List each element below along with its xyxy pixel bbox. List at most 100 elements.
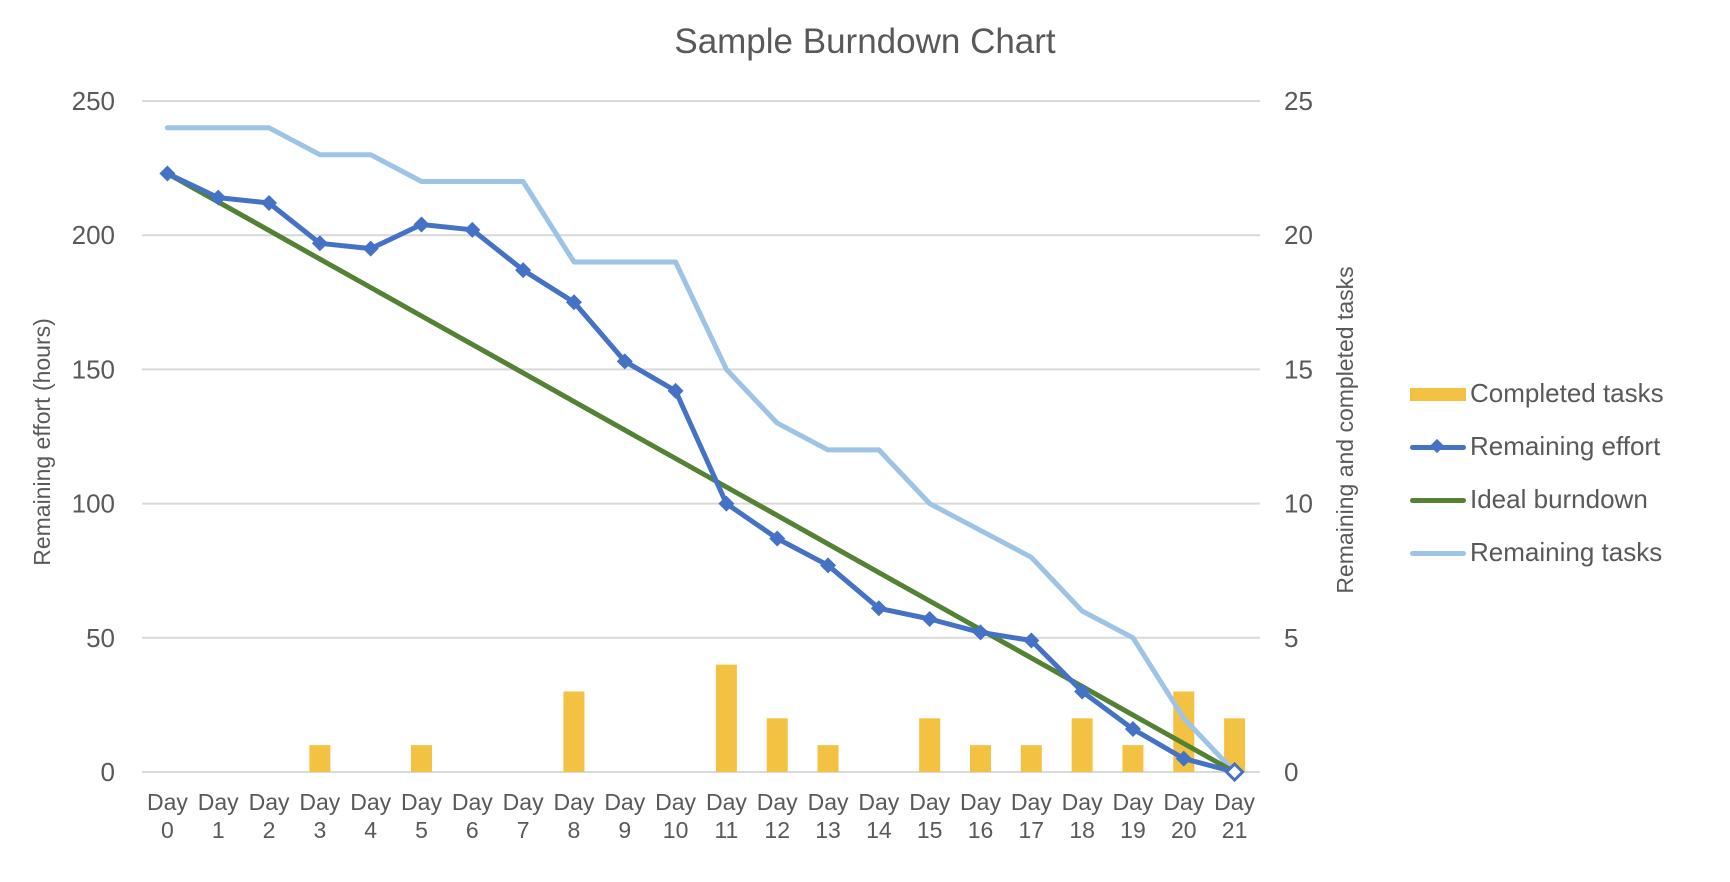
diamond-marker-icon	[1175, 750, 1192, 767]
x-tick-label: 18	[1069, 817, 1095, 843]
x-tick-label: 1	[212, 817, 225, 843]
x-tick-label: Day	[452, 789, 493, 815]
x-tick-label: 6	[466, 817, 479, 843]
diamond-marker-icon	[718, 495, 735, 512]
legend-item-remaining-effort[interactable]: Remaining effort	[1410, 420, 1664, 473]
x-tick-label: Day	[198, 789, 239, 815]
y-right-tick-label: 10	[1284, 489, 1313, 519]
completed-task-bar	[563, 691, 585, 772]
completed-task-bar	[715, 664, 737, 772]
x-tick-label: Day	[249, 789, 290, 815]
x-tick-label: 13	[815, 817, 841, 843]
x-tick-label: Day	[1113, 789, 1154, 815]
legend-label: Remaining effort	[1470, 431, 1661, 461]
x-tick-label: 7	[517, 817, 530, 843]
diamond-marker-icon	[870, 600, 887, 617]
x-tick-label: Day	[1163, 789, 1204, 815]
legend-item-completed-tasks[interactable]: Completed tasks	[1410, 367, 1664, 420]
series-lines	[159, 125, 1245, 783]
y-left-tick-label: 50	[86, 623, 115, 653]
x-tick-label: 10	[663, 817, 689, 843]
x-tick-label: Day	[655, 789, 696, 815]
completed-task-bar	[1224, 718, 1246, 772]
diamond-marker-icon	[616, 353, 633, 370]
line-diamond-swatch-icon	[1410, 430, 1466, 464]
x-tick-label: 3	[313, 817, 326, 843]
diamond-marker-icon	[515, 262, 532, 279]
x-tick-label: Day	[350, 789, 391, 815]
diamond-marker-icon	[1074, 683, 1091, 700]
x-tick-label: Day	[757, 789, 798, 815]
completed-task-bar	[970, 745, 991, 772]
completed-task-bar	[1122, 745, 1144, 772]
completed-task-bar	[411, 745, 432, 772]
line-swatch-icon	[1410, 483, 1466, 517]
x-tick-label: 9	[618, 817, 631, 843]
legend-label: Remaining tasks	[1470, 537, 1663, 567]
diamond-marker-icon	[261, 194, 278, 211]
diamond-marker-icon	[1124, 721, 1141, 738]
legend-label: Ideal burndown	[1470, 484, 1648, 514]
legend-label: Completed tasks	[1470, 378, 1664, 408]
x-tick-label: Day	[858, 789, 899, 815]
x-tick-label: 11	[714, 817, 738, 843]
x-tick-label: 19	[1120, 817, 1146, 843]
completed-task-bar	[766, 718, 788, 772]
x-tick-label: Day	[1214, 789, 1255, 815]
x-tick-label: Day	[604, 789, 645, 815]
x-tick-label: 21	[1222, 817, 1248, 843]
line-swatch-icon	[1410, 536, 1466, 570]
x-tick-label: 17	[1019, 817, 1045, 843]
y-left-tick-label: 200	[72, 220, 115, 250]
x-tick-label: Day	[1011, 789, 1052, 815]
completed-task-bar	[919, 718, 941, 772]
ideal-burndown-line	[164, 171, 1238, 775]
x-tick-label: Day	[808, 789, 849, 815]
y-right-tick-label: 5	[1284, 623, 1298, 653]
completed-tasks-bars	[309, 664, 1246, 772]
diamond-marker-icon	[667, 382, 684, 399]
diamond-marker-icon	[769, 530, 786, 547]
x-tick-label: Day	[960, 789, 1001, 815]
x-tick-label: Day	[554, 789, 595, 815]
x-tick-label: 20	[1171, 817, 1197, 843]
diamond-marker-icon	[362, 240, 379, 257]
x-axis-labels: Day0Day1Day2Day3Day4Day5Day6Day7Day8Day9…	[147, 789, 1256, 843]
bar-swatch-icon	[1410, 377, 1466, 411]
diamond-marker-icon	[1023, 632, 1040, 649]
y-right-tick-label: 15	[1284, 354, 1313, 384]
y-right-tick-label: 25	[1284, 86, 1313, 116]
x-tick-label: Day	[706, 789, 747, 815]
x-tick-label: 5	[415, 817, 428, 843]
completed-task-bar	[817, 745, 839, 772]
x-tick-label: Day	[147, 789, 188, 815]
x-tick-label: 14	[866, 817, 892, 843]
legend-item-remaining-tasks[interactable]: Remaining tasks	[1410, 526, 1664, 579]
diamond-marker-icon	[565, 294, 582, 311]
y-right-tick-label: 20	[1284, 220, 1313, 250]
diamond-marker-icon	[972, 624, 989, 641]
diamond-marker-icon	[311, 235, 328, 252]
y-axis-right-title: Remaining and completed tasks	[1332, 266, 1358, 593]
x-tick-label: Day	[1062, 789, 1103, 815]
remaining-effort-line	[164, 171, 1238, 775]
x-tick-label: 12	[764, 817, 790, 843]
y-axis-left-title: Remaining effort (hours)	[29, 318, 55, 566]
x-tick-label: Day	[401, 789, 442, 815]
y-left-tick-label: 250	[72, 86, 115, 116]
x-tick-label: 16	[968, 817, 994, 843]
gridlines	[142, 100, 1260, 773]
completed-task-bar	[1020, 745, 1042, 772]
completed-task-bar	[1071, 718, 1093, 772]
diamond-marker-icon	[820, 557, 837, 574]
diamond-marker-icon	[210, 189, 227, 206]
y-axis-right-ticks: 0 5 10 15 20 25	[1284, 86, 1313, 787]
x-tick-label: Day	[299, 789, 340, 815]
legend: Completed tasks Remaining effort Ideal b…	[1410, 367, 1664, 579]
legend-item-ideal-burndown[interactable]: Ideal burndown	[1410, 473, 1664, 526]
completed-task-bar	[309, 745, 331, 772]
diamond-marker-icon	[464, 221, 481, 238]
diamond-marker-icon	[921, 611, 938, 628]
remaining-tasks-line	[164, 125, 1238, 775]
